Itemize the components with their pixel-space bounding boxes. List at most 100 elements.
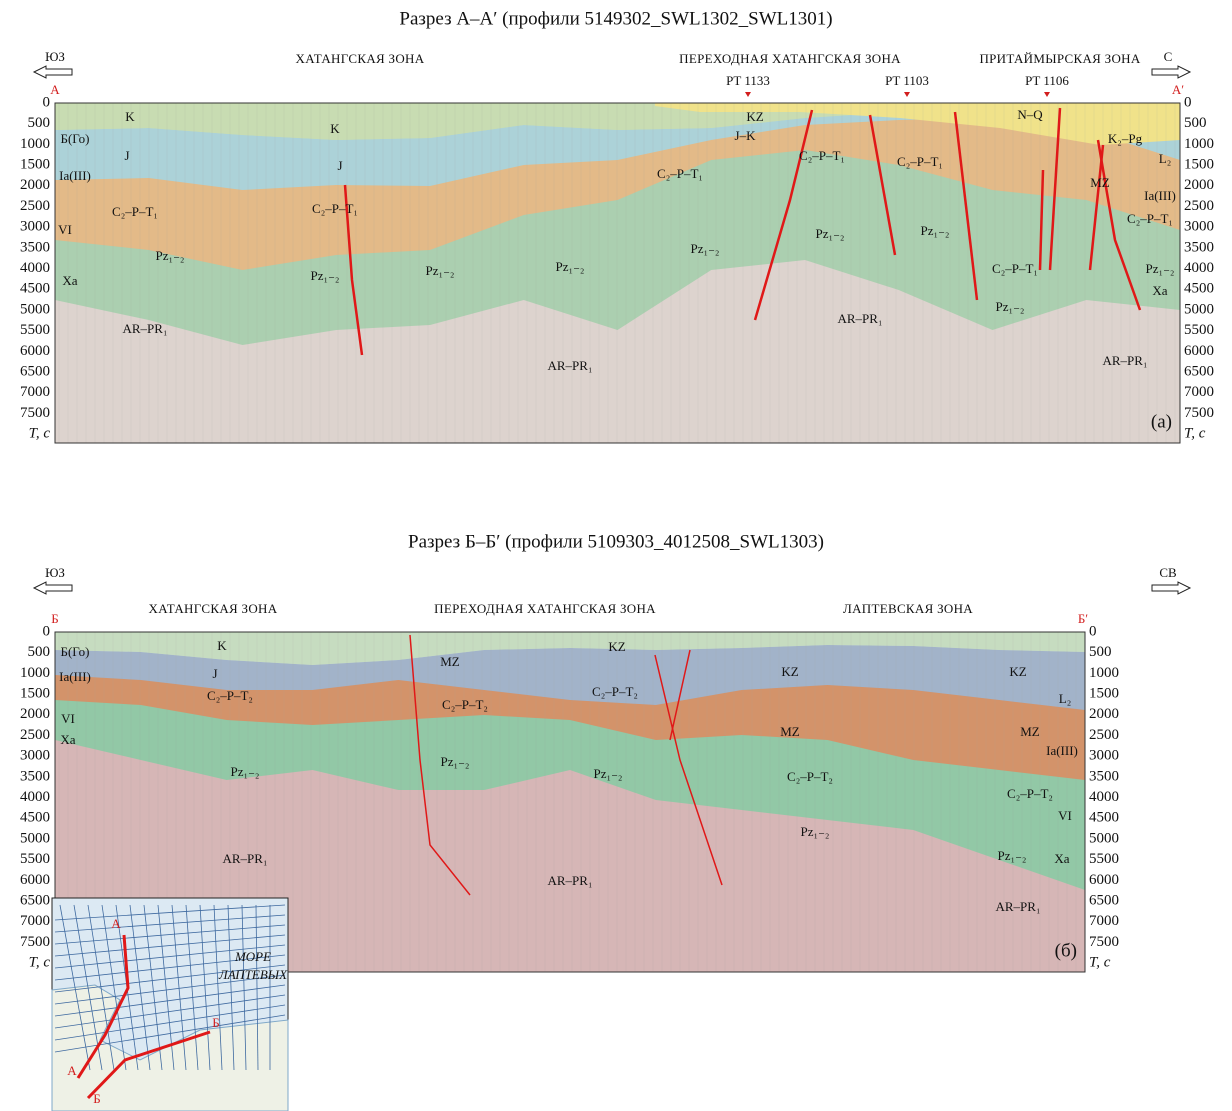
zone-name: ЛАПТЕВСКАЯ ЗОНА [843,601,973,616]
unit-label: AR–PR₁ [1103,353,1148,368]
unit-label: KZ [746,109,763,124]
depth-tick-right: 3000 [1184,219,1214,235]
depth-tick-left: 4000 [20,789,50,805]
depth-tick-left: 3500 [20,768,50,784]
unit-label: Pz₁₋₂ [156,248,185,263]
depth-tick-right: 2500 [1089,727,1119,743]
depth-tick-right: 5500 [1089,851,1119,867]
depth-tick-right: 1000 [1089,665,1119,681]
depth-tick-right: 7000 [1089,913,1119,929]
unit-label: Xa [62,273,77,288]
unit-label: Pz₁₋₂ [594,766,623,781]
well-name: PT 1106 [1025,73,1069,88]
depth-tick-right: 2500 [1184,198,1214,214]
unit-label: Pz₁₋₂ [996,299,1025,314]
unit-label: Xa [1152,283,1167,298]
unit-label: Б(Го) [61,644,90,659]
depth-tick-right: 7500 [1184,405,1214,421]
arrow-right [1152,66,1190,78]
direction-right: С [1164,49,1173,64]
depth-tick-left: 1000 [20,136,50,152]
depth-tick-right: 6500 [1184,364,1214,380]
depth-tick-left: 2000 [20,706,50,722]
depth-tick-left: 3000 [20,748,50,764]
depth-tick-left: 3500 [20,239,50,255]
depth-tick-left: 500 [28,115,51,131]
depth-tick-left: 7500 [20,934,50,950]
unit-label: MZ [1090,175,1110,190]
direction-left: ЮЗ [45,565,65,580]
zone-name: ХАТАНГСКАЯ ЗОНА [149,601,278,616]
well-name: PT 1133 [726,73,770,88]
unit-label: C₂–P–T₁ [1127,211,1173,226]
depth-tick-right: 7500 [1089,934,1119,950]
axis-label-left: T, с [29,955,51,971]
depth-tick-left: 2000 [20,177,50,193]
unit-label: AR–PR₁ [548,873,593,888]
depth-tick-left: 1000 [20,665,50,681]
depth-tick-right: 3000 [1089,748,1119,764]
depth-tick-left: 7000 [20,913,50,929]
unit-label: L₂ [1059,691,1071,706]
unit-label: Pz₁₋₂ [801,824,830,839]
unit-label: N–Q [1017,107,1043,122]
unit-label: Ia(III) [59,168,91,183]
unit-label: VI [1058,808,1072,823]
unit-label: Xa [1054,851,1069,866]
depth-tick-left: 4500 [20,281,50,297]
end-right: А′ [1172,82,1184,97]
direction-right: СВ [1159,565,1177,580]
unit-label: C₂–P–T₁ [992,261,1038,276]
unit-label: KZ [1009,664,1026,679]
unit-label: L₂ [1159,151,1171,166]
unit-label: AR–PR₁ [996,899,1041,914]
depth-tick-left: 5500 [20,851,50,867]
end-left: Б [51,611,58,626]
depth-tick-left: 4500 [20,810,50,826]
axis-label-right: T, с [1089,955,1111,971]
arrow-left [34,582,72,594]
unit-label: C₂–P–T₂ [442,697,488,712]
inset-label: А [111,916,121,931]
depth-tick-right: 1500 [1184,157,1214,173]
unit-label: MZ [780,724,800,739]
unit-label: K₂–Pg [1108,131,1143,146]
sea-name: МОРЕ [234,949,271,964]
end-right: Б′ [1078,611,1088,626]
unit-label: C₂–P–T₂ [592,684,638,699]
unit-label: Pz₁₋₂ [311,268,340,283]
depth-tick-right: 6500 [1089,893,1119,909]
unit-label: J–K [735,128,757,143]
unit-label: Pz₁₋₂ [691,241,720,256]
unit-label: AR–PR₁ [548,358,593,373]
arrow-right [1152,582,1190,594]
depth-tick-left: 7500 [20,405,50,421]
inset-label: А [67,1063,77,1078]
unit-label: Ia(III) [1046,743,1078,758]
unit-label: C₂–P–T₁ [112,204,158,219]
unit-label: Pz₁₋₂ [998,848,1027,863]
depth-tick-left: 7000 [20,384,50,400]
depth-tick-left: 6500 [20,364,50,380]
depth-tick-right: 7000 [1184,384,1214,400]
unit-label: C₂–P–T₂ [787,769,833,784]
panel-label: (б) [1055,940,1077,961]
inset-label: Б [93,1091,100,1106]
unit-label: C₂–P–T₁ [897,154,943,169]
unit-label: C₂–P–T₁ [657,166,703,181]
well-name: PT 1103 [885,73,929,88]
depth-tick-right: 3500 [1184,239,1214,255]
section-title: Разрез А–А′ (профили 5149302_SWL1302_SWL… [399,8,832,29]
unit-label: C₂–P–T₂ [207,688,253,703]
well-marker [1044,92,1050,97]
depth-tick-right: 0 [1184,94,1192,110]
inset-label: Б [212,1015,219,1030]
unit-label: J [337,158,342,173]
unit-label: Pz₁₋₂ [426,263,455,278]
zone-name: ПЕРЕХОДНАЯ ХАТАНГСКАЯ ЗОНА [679,51,901,66]
depth-tick-left: 2500 [20,727,50,743]
unit-label: Б(Го) [61,131,90,146]
unit-label: MZ [440,654,460,669]
depth-tick-right: 2000 [1184,177,1214,193]
depth-tick-right: 6000 [1089,872,1119,888]
